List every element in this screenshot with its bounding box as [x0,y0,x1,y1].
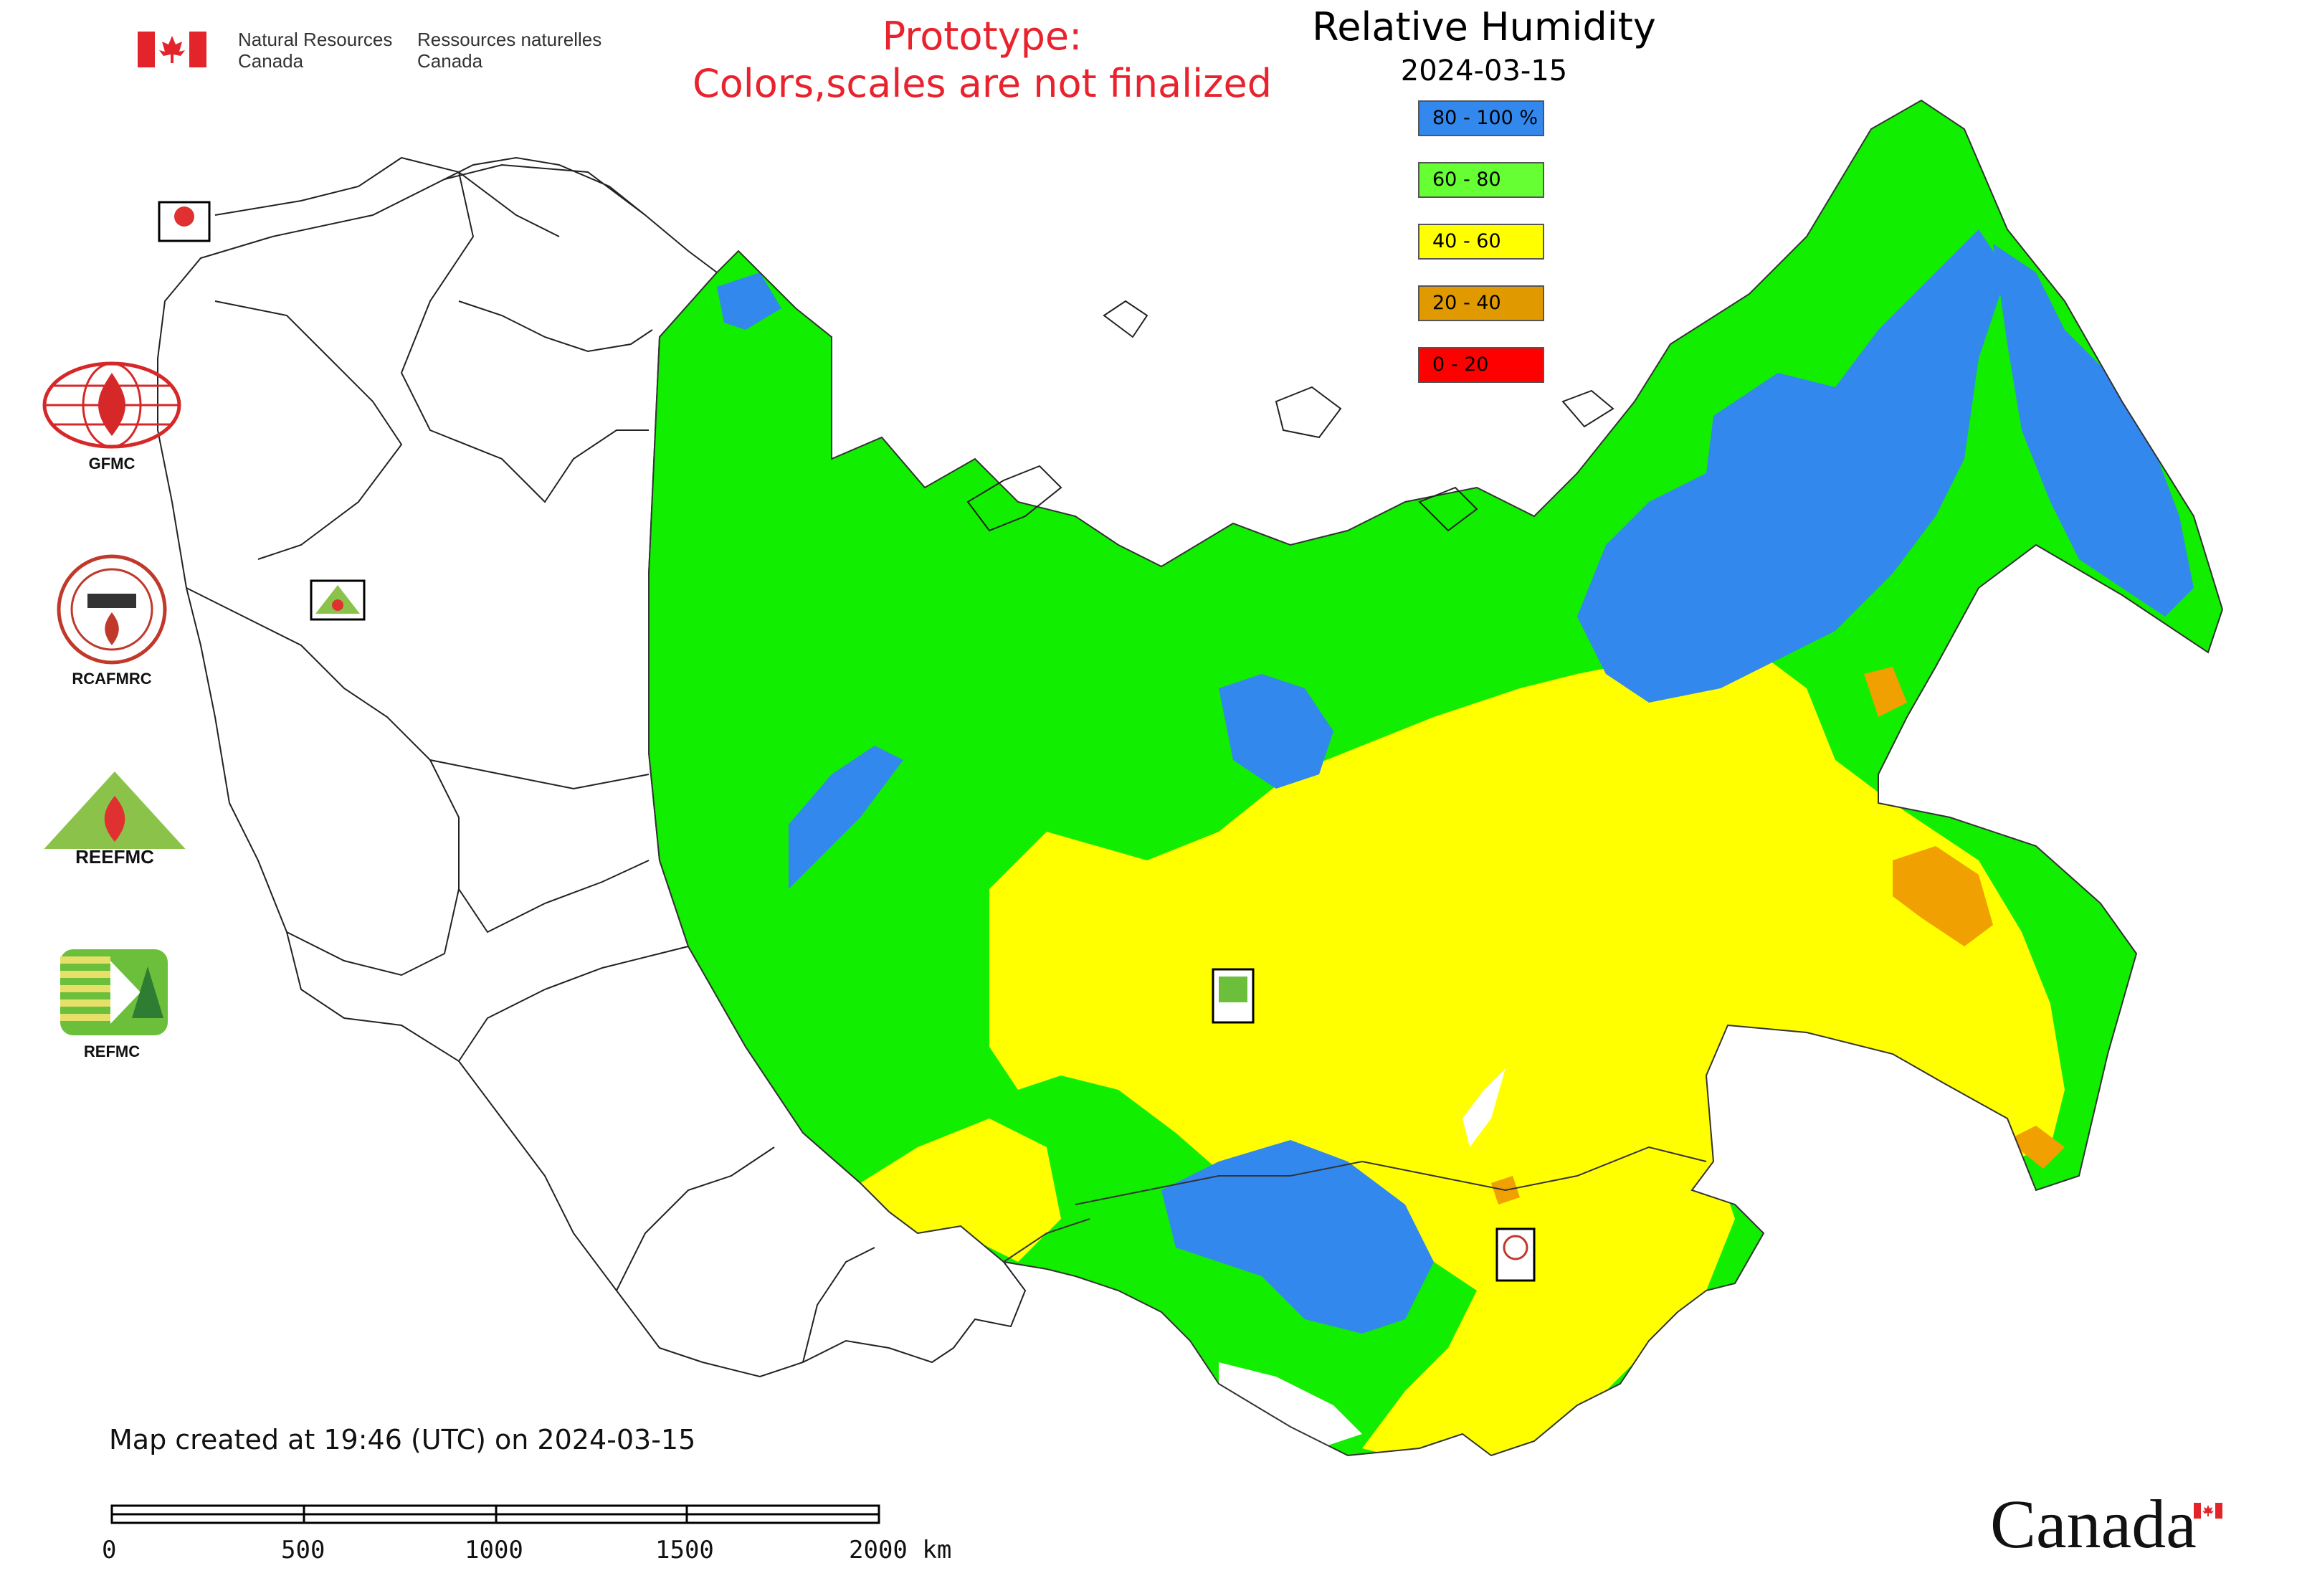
prototype-warning-line1: Prototype: [882,14,1083,59]
gfmc-logo: GFMC [40,358,184,473]
legend-item-20-40: 20 - 40 [1418,285,1544,321]
country-outlines [157,156,1027,1378]
scale-bar [110,1504,880,1524]
north-outlines [444,156,653,353]
nrcan-fr-line2: Canada [417,50,483,72]
scale-label-1500: 1500 [655,1536,714,1564]
rcafmrc-logo: RCAFMRC [40,552,184,688]
legend-date: 2024-03-15 [1400,54,1568,87]
map-created-timestamp: Map created at 19:46 (UTC) on 2024-03-15 [109,1424,696,1455]
legend-label: 60 - 80 [1432,168,1501,191]
prototype-warning-line2: Colors,scales are not finalized [693,61,1272,106]
legend-item-0-20: 0 - 20 [1418,347,1544,383]
legend-item-80-100: 80 - 100 % [1418,100,1544,136]
reefmc-logo: REEFMC [36,767,194,870]
nrcan-fr-line1: Ressources naturelles [417,29,602,50]
reefmc-caption: REEFMC [75,846,154,868]
legend-title: Relative Humidity [1312,4,1656,49]
rcafmrc-seal-icon [57,554,167,665]
map-reefmc-emblem [310,579,366,621]
refmc-logo: REFMC [40,946,184,1061]
wordmark-flag-icon [2194,1503,2222,1521]
map-refmc-emblem [1212,968,1255,1024]
nrcan-en-line2: Canada [238,50,304,72]
nrcan-en-line1: Natural Resources [238,29,393,50]
legend-label: 0 - 20 [1432,353,1489,376]
canada-wordmark-text: Canada [1990,1486,2197,1562]
legend-item-60-80: 60 - 80 [1418,162,1544,198]
canada-wordmark: Canada [1990,1484,2197,1564]
nrcan-name-fr: Ressources naturelles Canada [417,29,601,72]
legend-label: 20 - 40 [1432,292,1501,314]
scale-label-1000: 1000 [465,1536,523,1564]
legend-label: 80 - 100 % [1432,107,1538,129]
scale-label-0: 0 [102,1536,117,1564]
reefmc-triangle-icon: REEFMC [40,771,189,868]
legend-item-40-60: 40 - 60 [1418,224,1544,260]
refmc-caption: REFMC [83,1042,141,1060]
arctic-islands [966,300,1614,532]
refmc-sigma-icon [60,949,168,1035]
nrcan-name-en: Natural Resources Canada [238,29,392,72]
map-gfmc-emblem [158,201,211,242]
map-rcafmrc-emblem [1495,1227,1536,1282]
scale-label-500: 500 [281,1536,325,1564]
canada-flag-icon [138,32,206,67]
gfmc-globe-icon [42,361,181,449]
region-outline [648,99,2224,1457]
legend-label: 40 - 60 [1432,230,1501,252]
gfmc-caption: GFMC [88,455,135,472]
prototype-warning: Prototype: Colors,scales are not finaliz… [645,13,1319,108]
scale-label-2000: 2000 km [849,1536,952,1564]
rcafmrc-caption: RCAFMRC [72,670,152,688]
internal-borders [1003,1146,1707,1263]
